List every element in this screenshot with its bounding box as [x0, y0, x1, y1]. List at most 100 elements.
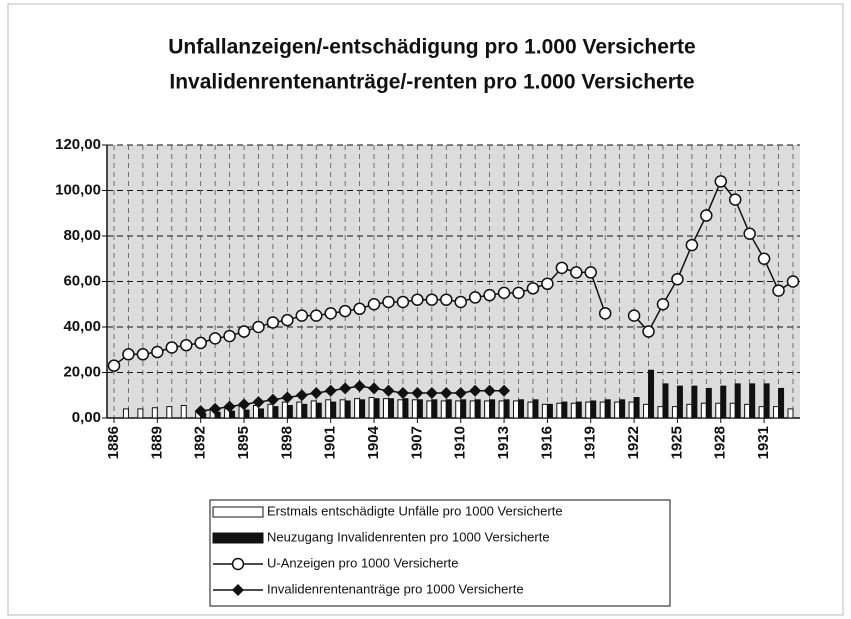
bar [498, 400, 505, 419]
point [324, 384, 337, 397]
bar [662, 383, 669, 419]
point [310, 309, 323, 322]
point [194, 336, 207, 350]
bar [368, 397, 375, 419]
bar [787, 408, 794, 419]
x-tick-label: 1928 [712, 426, 729, 459]
bar [416, 399, 423, 419]
bar [628, 401, 635, 419]
bar [354, 398, 361, 419]
bar [180, 404, 187, 419]
bar [402, 398, 409, 419]
point [107, 359, 121, 372]
x-tick-label: 1925 [668, 426, 685, 459]
bar [541, 403, 548, 419]
point [498, 384, 511, 397]
bar [382, 398, 389, 419]
point [367, 298, 381, 311]
point [483, 288, 496, 302]
legend-label: Erstmals entschädigte Unfälle pro 1000 V… [267, 503, 563, 518]
point [440, 386, 453, 399]
bar [137, 408, 144, 419]
bar [503, 399, 510, 419]
point [772, 284, 785, 297]
point [512, 286, 525, 300]
bar [734, 383, 741, 419]
y-tick-label: 80,00 [63, 227, 101, 244]
bar [325, 399, 332, 419]
point [281, 313, 294, 327]
bar [373, 398, 380, 419]
point [252, 396, 265, 409]
x-tick-label: 1892 [192, 426, 209, 459]
point [786, 275, 800, 288]
bar [445, 399, 452, 419]
point [295, 389, 308, 402]
point [238, 398, 251, 411]
bar [763, 383, 770, 419]
bar [513, 400, 520, 419]
legend-swatch [212, 532, 264, 544]
bar [648, 369, 655, 419]
frame [7, 3, 844, 616]
bar [387, 398, 394, 419]
point [469, 384, 482, 397]
point [223, 400, 236, 413]
point [728, 193, 742, 206]
bar [484, 400, 491, 419]
bar [561, 401, 568, 419]
bar [590, 400, 597, 419]
point [382, 295, 395, 309]
bar [426, 400, 433, 419]
point [151, 345, 164, 359]
bar [758, 406, 765, 419]
x-tick-label: 1901 [322, 426, 339, 459]
point [743, 227, 756, 240]
bar [359, 399, 366, 419]
point [685, 238, 699, 252]
point [584, 266, 597, 279]
point [483, 384, 496, 397]
bar [440, 400, 447, 419]
bar [281, 401, 288, 419]
point [541, 277, 554, 291]
legend-label: U-Anzeigen pro 1000 Versicherte [267, 555, 459, 570]
bar [614, 401, 621, 419]
x-tick-label: 1916 [538, 426, 555, 459]
bar [744, 403, 751, 419]
bar [166, 406, 173, 419]
point [627, 309, 641, 322]
legend [209, 499, 671, 607]
bar [460, 399, 467, 419]
bar [556, 402, 563, 419]
bar [315, 402, 322, 419]
bar [773, 406, 780, 419]
bar [252, 404, 259, 419]
bar [671, 406, 678, 419]
bar [570, 402, 577, 419]
x-tick-label: 1919 [582, 426, 599, 459]
bar [691, 385, 698, 419]
y-tick-label: 100,00 [55, 181, 101, 198]
bar [229, 410, 236, 419]
y-tick-label: 40,00 [63, 318, 101, 335]
point [237, 325, 251, 338]
point [700, 209, 713, 222]
x-tick-label: 1889 [148, 426, 165, 459]
bar [599, 401, 606, 419]
x-tick-label: 1895 [235, 426, 252, 459]
point [411, 293, 424, 306]
bar [619, 399, 626, 419]
point [353, 380, 366, 393]
point [295, 309, 309, 322]
bar [301, 403, 308, 419]
point [194, 405, 207, 418]
x-tick-label: 1907 [408, 426, 425, 459]
bar [527, 401, 534, 419]
point [757, 252, 771, 265]
y-tick-label: 20,00 [63, 363, 101, 380]
bar [604, 399, 611, 419]
bar [455, 400, 462, 419]
bar [310, 400, 317, 419]
